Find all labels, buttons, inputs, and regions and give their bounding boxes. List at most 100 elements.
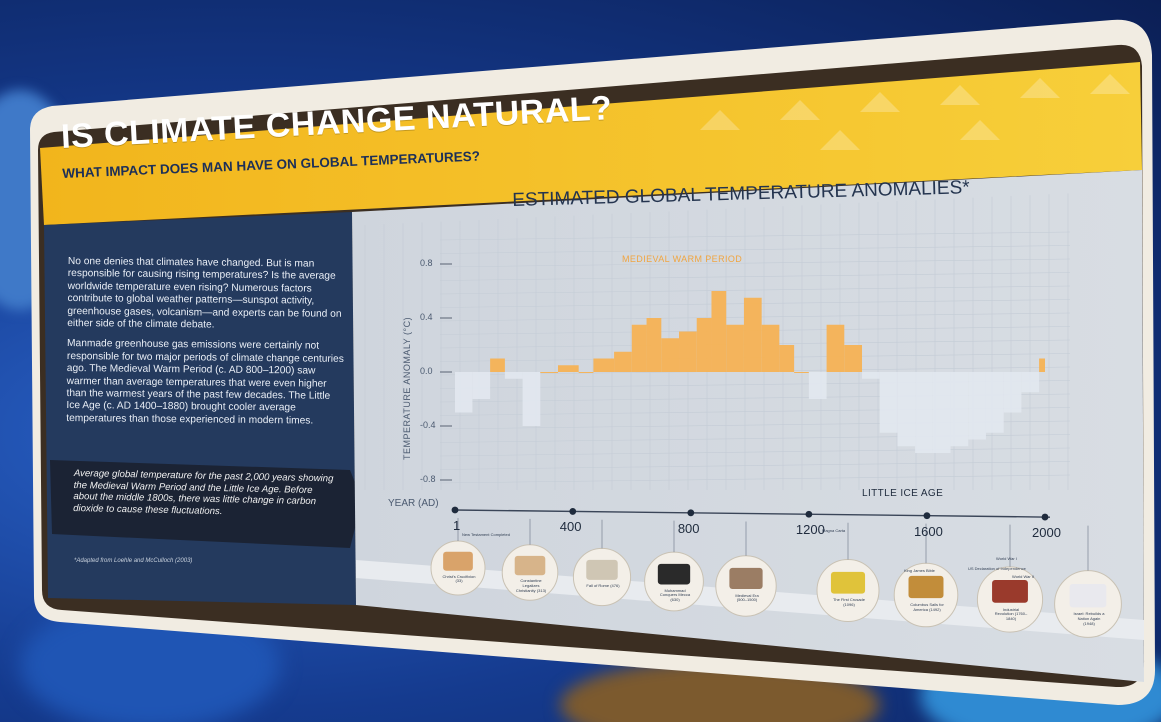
cold-anomaly-bar: [932, 372, 951, 453]
little-ice-age-label: LITTLE ICE AGE: [862, 488, 944, 499]
small-event-label: Magna Carta: [822, 528, 846, 533]
cold-anomaly-bar: [472, 372, 491, 399]
event-year: (1948): [1083, 620, 1095, 626]
small-event-label: World War I: [996, 556, 1017, 561]
warm-anomaly-bar: [578, 372, 594, 373]
event-label: The First Crusade: [832, 597, 865, 603]
warm-anomaly-bar: [593, 358, 615, 372]
event-illustration-icon: [514, 555, 546, 576]
grid-line: [439, 258, 1071, 268]
grid-line: [439, 245, 1071, 254]
grid-line: [439, 461, 1071, 470]
event-caption: Christ's Crucifixion (33): [442, 573, 476, 584]
event-caption: Constantine Legalizes Christianity (313): [514, 579, 548, 593]
cold-anomaly-bar: [504, 372, 523, 379]
event-year: (313): [535, 587, 547, 593]
year-marker: [451, 506, 459, 514]
grid-line: [439, 231, 1071, 241]
warm-anomaly-bar: [696, 318, 712, 372]
year-marker: [1041, 513, 1049, 521]
year-marker: [805, 510, 813, 518]
small-event-label: King James Bible: [904, 568, 935, 573]
event-label: Constantine Legalizes Christianity: [515, 578, 542, 593]
y-tick-label: -0.4: [420, 420, 436, 430]
event-caption: Fall of Rome (476): [586, 583, 620, 589]
event-year: (500–1500): [736, 597, 758, 603]
warm-anomaly-bar: [679, 331, 697, 372]
event-illustration-icon: [729, 567, 763, 590]
warm-anomaly-bar: [631, 324, 647, 372]
caption-banner: [50, 460, 362, 548]
small-event-label: US Declaration of Independence: [968, 566, 1026, 571]
medieval-warm-period-label: MEDIEVAL WARM PERIOD: [622, 254, 743, 264]
warm-anomaly-bar: [743, 297, 762, 372]
chart-bars: [455, 291, 1045, 453]
cold-anomaly-bar: [950, 372, 969, 447]
warm-anomaly-bar: [540, 372, 559, 373]
event-label: Christ's Crucifixion: [442, 573, 476, 579]
event-illustration-icon: [830, 571, 866, 594]
warm-anomaly-bar: [826, 324, 845, 372]
cold-anomaly-bar: [808, 372, 827, 399]
grid-line: [439, 474, 1071, 484]
event-caption: Industrial Revolution (1760–1840): [994, 607, 1028, 622]
warm-anomaly-bar: [646, 318, 662, 372]
year-tick-label: 800: [677, 520, 700, 536]
year-tick-label: 1200: [795, 522, 825, 538]
cold-anomaly-bar: [915, 372, 933, 453]
year-tick-label: 400: [559, 519, 582, 535]
timeline: [430, 518, 1122, 638]
source-note: *Adapted from Loehle and McCulloch (2003…: [74, 558, 193, 564]
event-illustration-icon: [1069, 583, 1107, 608]
year-tick-label: 1: [453, 518, 461, 533]
cold-anomaly-bar: [985, 372, 1004, 433]
y-tick-label: 0.8: [420, 258, 433, 268]
event-year: (630): [670, 597, 680, 603]
warm-anomaly-bar: [558, 365, 579, 372]
chart-caption: Average global temperature for the past …: [73, 468, 334, 517]
intro-text: No one denies that climates have changed…: [66, 256, 348, 436]
year-marker: [923, 512, 931, 520]
header-pattern: [700, 74, 1130, 150]
event-label: Medieval Era: [735, 592, 759, 598]
event-caption: The First Crusade (1096): [832, 597, 866, 607]
cold-anomaly-bar: [455, 372, 473, 413]
event-illustration-icon: [443, 551, 473, 571]
cold-anomaly-bar: [522, 372, 541, 426]
cold-anomaly-bar: [968, 372, 986, 440]
warm-anomaly-bar: [711, 291, 727, 372]
header-band: [40, 62, 1142, 225]
warm-anomaly-bar: [490, 358, 505, 372]
grid-line: [439, 272, 1071, 281]
event-year: (33): [455, 578, 463, 584]
grid-line: [439, 285, 1071, 295]
y-axis-title: TEMPERATURE ANOMALY (°C): [402, 316, 412, 460]
event-caption: Medieval Era (500–1500): [730, 592, 764, 603]
small-event-label: World War II: [1012, 574, 1035, 579]
warm-anomaly-bar: [1039, 358, 1045, 372]
y-tick-label: 0.0: [420, 366, 433, 376]
cold-anomaly-bar: [862, 372, 880, 379]
intro-paragraph: No one denies that climates have changed…: [67, 256, 342, 331]
event-caption: Columbus Sails for America (1492): [910, 601, 944, 612]
event-label: Muhammad Conquers Mecca: [659, 587, 691, 598]
small-event-label: New Testament Completed: [462, 532, 510, 537]
event-caption: Muhammad Conquers Mecca (630): [658, 587, 692, 603]
warm-anomaly-bar: [661, 338, 680, 372]
event-label: Columbus Sails for America: [910, 601, 944, 612]
warm-anomaly-bar: [779, 345, 795, 372]
year-marker: [687, 509, 695, 517]
intro-paragraph: Manmade greenhouse gas emissions were ce…: [66, 338, 344, 427]
year-marker: [569, 508, 577, 515]
event-year: (1492): [927, 606, 941, 612]
y-tick-label: -0.8: [420, 474, 436, 484]
timeline-axis: [454, 509, 1051, 518]
year-tick-label: 2000: [1032, 525, 1061, 541]
event-label: Israel: Rebuilds a Nation Again: [1073, 611, 1105, 621]
warm-anomaly-bar: [614, 351, 632, 372]
event-illustration-icon: [657, 563, 691, 585]
grid-line: [439, 447, 1071, 457]
y-tick-label: 0.4: [420, 312, 433, 322]
cold-anomaly-bar: [1021, 372, 1040, 393]
